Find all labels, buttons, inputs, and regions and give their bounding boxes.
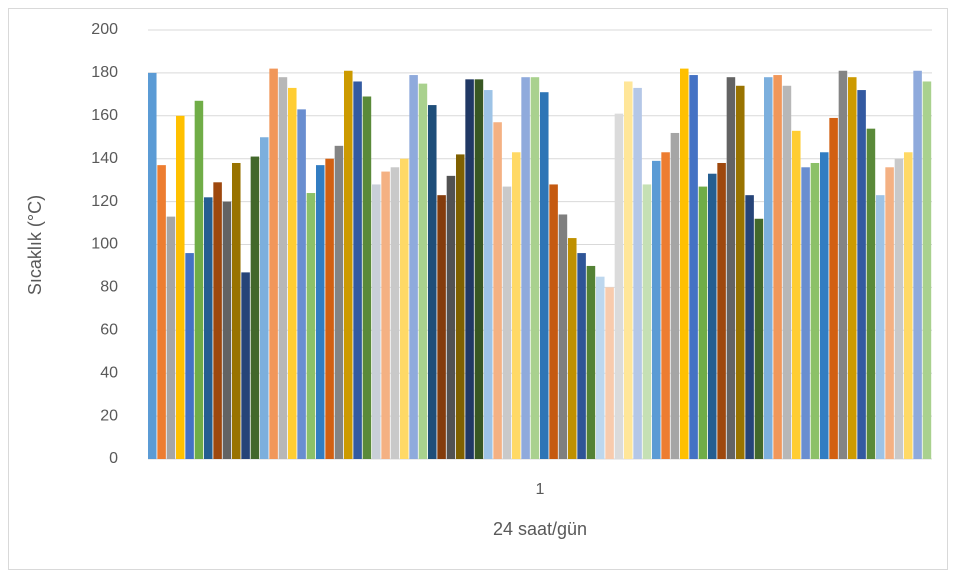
bar	[428, 105, 437, 459]
y-axis-title: Sıcaklık (°C)	[25, 195, 45, 295]
bar	[745, 195, 754, 460]
bar	[418, 83, 428, 459]
bar	[661, 152, 670, 459]
bar	[390, 167, 400, 459]
bar	[596, 276, 605, 459]
bar	[913, 70, 922, 459]
bar	[652, 160, 661, 459]
bar	[857, 90, 866, 459]
bar	[344, 70, 353, 459]
y-tick-label: 60	[100, 322, 118, 339]
bar	[484, 90, 493, 459]
bar	[222, 201, 232, 459]
bar	[512, 152, 521, 459]
bar	[866, 128, 876, 460]
y-tick-label: 0	[109, 450, 118, 467]
bar	[204, 197, 213, 459]
bar	[474, 79, 484, 460]
bar	[633, 87, 642, 459]
bar	[502, 186, 512, 459]
bar	[446, 175, 456, 460]
bar	[540, 92, 549, 459]
bar	[166, 216, 176, 459]
bar	[726, 77, 736, 459]
bar	[829, 117, 838, 459]
bar	[894, 158, 904, 459]
y-tick-label: 180	[91, 64, 118, 81]
bar	[549, 184, 558, 459]
bar	[269, 68, 278, 460]
bar	[614, 113, 624, 459]
bar	[848, 77, 857, 459]
bar	[456, 154, 465, 459]
bar	[362, 96, 372, 460]
bar	[288, 87, 297, 459]
bar	[577, 253, 586, 459]
bar	[605, 287, 614, 459]
bar	[698, 186, 708, 459]
bar	[820, 152, 829, 459]
bar	[260, 137, 269, 459]
bar	[642, 184, 652, 459]
bar	[558, 214, 568, 459]
bar	[372, 184, 381, 459]
bar	[232, 162, 241, 460]
bar	[316, 165, 325, 459]
bar	[689, 75, 698, 460]
bar	[810, 162, 820, 460]
bar	[773, 75, 782, 460]
bar	[213, 182, 222, 460]
bar	[922, 81, 932, 459]
bar	[782, 85, 792, 460]
bar	[736, 85, 745, 460]
bar	[838, 70, 848, 459]
bar	[586, 265, 596, 459]
y-tick-label: 160	[91, 107, 118, 124]
bar	[717, 162, 726, 460]
bar	[493, 122, 502, 460]
bar	[334, 145, 344, 459]
y-tick-label: 20	[100, 407, 118, 424]
bar	[568, 238, 577, 459]
bar	[157, 165, 166, 459]
bar	[437, 195, 446, 460]
bar	[250, 156, 260, 459]
bar	[400, 158, 409, 459]
bar	[885, 167, 894, 459]
bar	[148, 72, 157, 460]
bar	[465, 79, 474, 460]
bar	[792, 130, 801, 459]
bar	[306, 193, 316, 459]
bar	[521, 77, 530, 459]
y-tick-label: 100	[91, 236, 118, 253]
y-tick-label: 40	[100, 364, 118, 381]
bar	[801, 167, 810, 459]
bar	[530, 77, 540, 459]
bar	[241, 272, 250, 459]
bar	[176, 115, 185, 460]
bar	[876, 195, 885, 460]
bar	[670, 132, 680, 459]
bar	[194, 100, 204, 459]
y-tick-label: 120	[91, 193, 118, 210]
x-axis-title: 24 saat/gün	[493, 519, 587, 539]
bar	[904, 152, 913, 459]
bar	[764, 77, 773, 459]
bar	[381, 171, 390, 459]
y-tick-label: 80	[100, 279, 118, 296]
bar	[297, 109, 306, 460]
bar	[185, 253, 194, 459]
x-tick-label: 1	[536, 481, 545, 498]
y-tick-label: 200	[91, 21, 118, 38]
bar	[409, 75, 418, 460]
bar	[278, 77, 288, 459]
bar	[708, 173, 717, 459]
bar	[353, 81, 362, 459]
bar	[754, 218, 764, 459]
bar	[680, 68, 689, 460]
bar	[325, 158, 334, 459]
bar	[624, 81, 633, 459]
y-tick-label: 140	[91, 150, 118, 167]
